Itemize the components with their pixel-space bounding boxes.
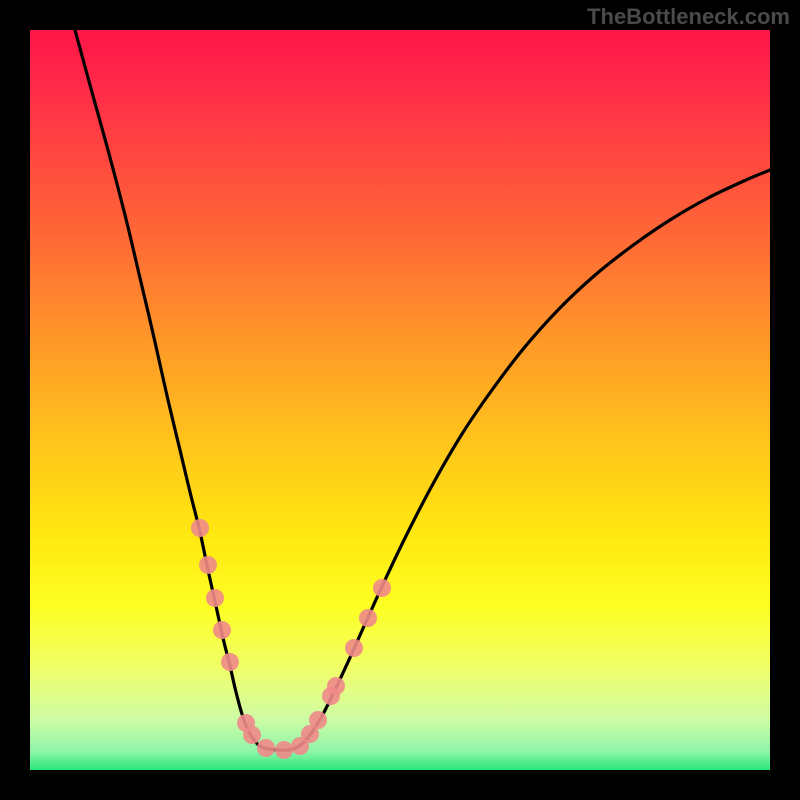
data-marker [206, 589, 224, 607]
plot-area [30, 30, 770, 770]
gradient-background [30, 30, 770, 770]
outer-frame: TheBottleneck.com [0, 0, 800, 800]
data-marker [327, 677, 345, 695]
data-marker [191, 519, 209, 537]
plot-svg [30, 30, 770, 770]
data-marker [213, 621, 231, 639]
data-marker [221, 653, 239, 671]
data-marker [359, 609, 377, 627]
watermark-text: TheBottleneck.com [587, 4, 790, 30]
data-marker [257, 739, 275, 757]
data-marker [199, 556, 217, 574]
data-marker [345, 639, 363, 657]
data-marker [373, 579, 391, 597]
data-marker [243, 726, 261, 744]
data-marker [309, 711, 327, 729]
data-marker [275, 741, 293, 759]
